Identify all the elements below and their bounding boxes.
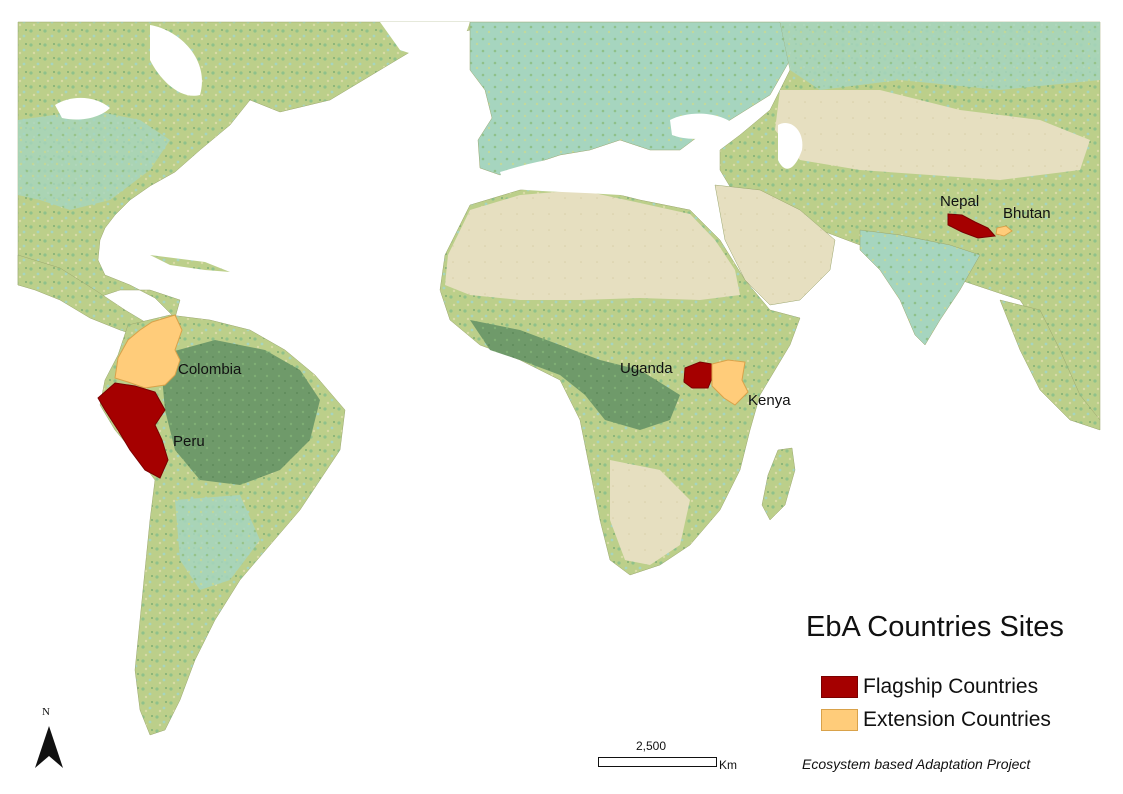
- legend-swatch-extension: [821, 709, 858, 731]
- greenland: [380, 22, 470, 60]
- south-america-teal-band: [175, 495, 260, 590]
- arabia-desert: [714, 184, 836, 306]
- label-kenya: Kenya: [748, 392, 791, 409]
- label-bhutan: Bhutan: [1003, 205, 1051, 222]
- siberia-teal-band: [780, 22, 1100, 90]
- colombia-shape: [114, 314, 183, 389]
- legend-label-extension: Extension Countries: [863, 708, 1051, 731]
- bhutan-shape: [995, 225, 1013, 237]
- hudson-bay: [150, 25, 202, 96]
- project-credit: Ecosystem based Adaptation Project: [802, 756, 1031, 772]
- north-letter: N: [42, 706, 50, 718]
- central-asia-desert: [775, 90, 1090, 180]
- north-america-teal-band: [18, 110, 170, 210]
- amazon-forest: [160, 340, 320, 485]
- scale-unit: Km: [719, 758, 737, 772]
- mediterranean-sea: [500, 155, 705, 197]
- legend-title: EbA Countries Sites: [806, 611, 1064, 643]
- peru-shape: [97, 382, 169, 479]
- north-america-landmass: [17, 21, 471, 319]
- scale-bar: [598, 757, 717, 767]
- sahara-desert: [445, 190, 740, 300]
- label-nepal: Nepal: [940, 193, 979, 210]
- india-subcontinent: [859, 229, 981, 346]
- label-uganda: Uganda: [620, 360, 673, 377]
- legend-label-flagship: Flagship Countries: [863, 675, 1039, 698]
- madagascar: [761, 447, 796, 521]
- scale-value: 2,500: [636, 739, 667, 753]
- label-peru: Peru: [173, 433, 205, 450]
- legend-swatch-flagship: [821, 676, 858, 698]
- congo-forest: [470, 320, 680, 430]
- caspian-sea: [778, 122, 803, 169]
- kenya-shape: [711, 359, 749, 406]
- uganda-shape: [683, 361, 713, 389]
- kalahari-desert: [610, 460, 690, 565]
- great-lakes: [55, 97, 110, 120]
- north-arrow-icon: [35, 726, 63, 768]
- europe-landmass: [469, 21, 791, 176]
- southeast-asia: [999, 299, 1101, 431]
- black-sea: [670, 113, 735, 139]
- legend-item-flagship: Flagship Countries: [821, 675, 1038, 699]
- legend-item-extension: Extension Countries: [821, 708, 1051, 732]
- label-colombia: Colombia: [178, 361, 242, 378]
- caribbean-islands: [150, 255, 230, 272]
- nepal-shape: [947, 213, 997, 239]
